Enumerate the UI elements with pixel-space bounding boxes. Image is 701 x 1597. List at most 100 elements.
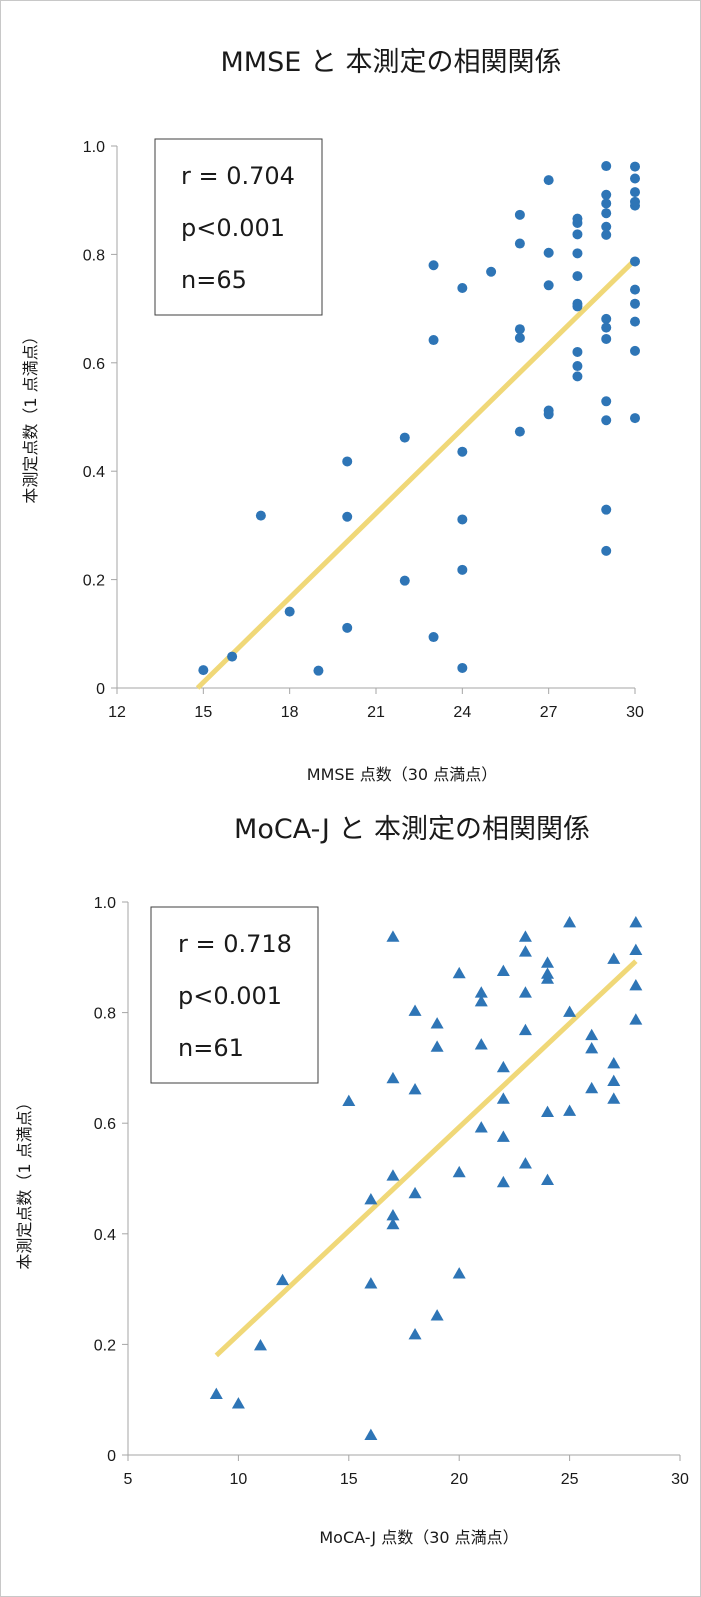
chart-1-points (198, 161, 640, 676)
data-point (541, 967, 555, 979)
x-tick-label: 25 (561, 1471, 579, 1488)
chart-2-stats-border (150, 906, 319, 1084)
data-point (607, 1074, 621, 1087)
data-point (457, 662, 468, 673)
data-point (541, 1105, 555, 1118)
chart-2-y-axis: 0 0.2 0.4 0.6 0.8 1.0 (94, 895, 129, 1465)
x-tick-label: 20 (450, 1471, 468, 1488)
data-point (514, 426, 525, 437)
chart-1-stats-border (154, 138, 323, 316)
y-tick-label: 0.6 (83, 356, 105, 373)
y-tick-label: 0.8 (83, 247, 105, 264)
data-point (630, 161, 640, 172)
y-tick-label: 0 (107, 1448, 116, 1465)
data-point (630, 413, 640, 424)
data-point (386, 1169, 400, 1181)
chart-1-stat-r: r = 0.704 (181, 162, 295, 190)
data-point (514, 238, 525, 249)
data-point (231, 1397, 245, 1409)
data-point (601, 415, 612, 426)
data-point (572, 346, 583, 357)
data-point (572, 229, 583, 240)
data-point (474, 995, 488, 1007)
data-point (342, 622, 353, 633)
y-tick-label: 1.0 (83, 139, 105, 156)
data-point (601, 208, 612, 219)
chart-2-x-axis: 5 10 15 20 25 30 (124, 1454, 689, 1488)
data-point (457, 446, 468, 457)
data-point (630, 284, 640, 295)
data-point (601, 396, 612, 407)
data-point (572, 361, 583, 372)
data-point (563, 1005, 577, 1017)
chart-2-stat-r: r = 0.718 (178, 930, 292, 958)
data-point (496, 1175, 510, 1188)
data-point (543, 280, 554, 291)
data-point (572, 213, 583, 224)
data-point (386, 930, 400, 942)
data-point (284, 606, 295, 617)
chart-2-stat-p: p<0.001 (178, 982, 282, 1010)
data-point (342, 511, 353, 522)
data-point (198, 665, 209, 676)
data-point (601, 221, 612, 232)
data-point (227, 651, 238, 662)
data-point (543, 405, 554, 416)
data-point (486, 266, 497, 277)
data-point (572, 298, 583, 309)
chart-1-x-axis-label: MMSE 点数（30 点満点） (307, 765, 497, 784)
data-point (601, 198, 612, 209)
data-point (601, 189, 612, 200)
moca-chart: MoCA-J と 本測定の相関関係 0 0.2 0.4 0.6 0.8 1.0 5 10 15… (15, 814, 689, 1547)
chart-1-y-axis-label: 本測定点数（1 点満点） (21, 328, 40, 503)
data-point (601, 161, 612, 172)
data-point (607, 1092, 621, 1104)
data-point (457, 564, 468, 575)
chart-1-y-axis: 0 0.2 0.4 0.6 0.8 1.0 (83, 139, 118, 698)
data-point (601, 333, 612, 344)
x-tick-label: 30 (671, 1471, 689, 1488)
x-tick-label: 21 (367, 704, 385, 721)
y-tick-label: 0.2 (94, 1337, 116, 1354)
y-tick-label: 0.4 (94, 1227, 116, 1244)
data-point (430, 1309, 444, 1321)
y-tick-label: 0.2 (83, 573, 105, 590)
data-point (601, 229, 612, 240)
data-point (399, 575, 410, 586)
chart-1-title: MMSE と 本測定の相関関係 (221, 47, 562, 78)
data-point (253, 1339, 267, 1351)
data-point (630, 196, 640, 207)
data-point (543, 247, 554, 258)
chart-2-title: MoCA-J と 本測定の相関関係 (234, 814, 590, 845)
data-point (428, 260, 439, 271)
x-tick-label: 15 (340, 1471, 358, 1488)
data-point (496, 1130, 510, 1142)
chart-2-y-axis-label: 本測定点数（1 点満点） (15, 1094, 34, 1269)
data-point (342, 1094, 356, 1106)
y-tick-label: 0.8 (94, 1006, 116, 1023)
x-tick-label: 15 (194, 704, 212, 721)
chart-1-stat-n: n=65 (181, 266, 247, 294)
chart-1-trendline (195, 258, 637, 690)
data-point (386, 1209, 400, 1221)
data-point (313, 665, 324, 676)
chart-2-stats-box: r = 0.718 p<0.001 n=61 (150, 906, 319, 1084)
data-point (585, 1042, 599, 1054)
data-point (607, 1056, 621, 1069)
data-point (541, 1173, 555, 1186)
data-point (430, 1017, 444, 1029)
data-point (514, 209, 525, 220)
data-point (408, 1186, 422, 1199)
data-point (572, 271, 583, 282)
data-point (601, 313, 612, 324)
data-point (572, 248, 583, 259)
data-point (452, 1267, 466, 1279)
data-point (399, 432, 410, 443)
data-point (518, 986, 532, 998)
data-point (457, 514, 468, 525)
data-point (629, 979, 643, 991)
data-point (430, 1040, 444, 1052)
data-point (428, 632, 439, 643)
data-point (496, 1092, 510, 1104)
